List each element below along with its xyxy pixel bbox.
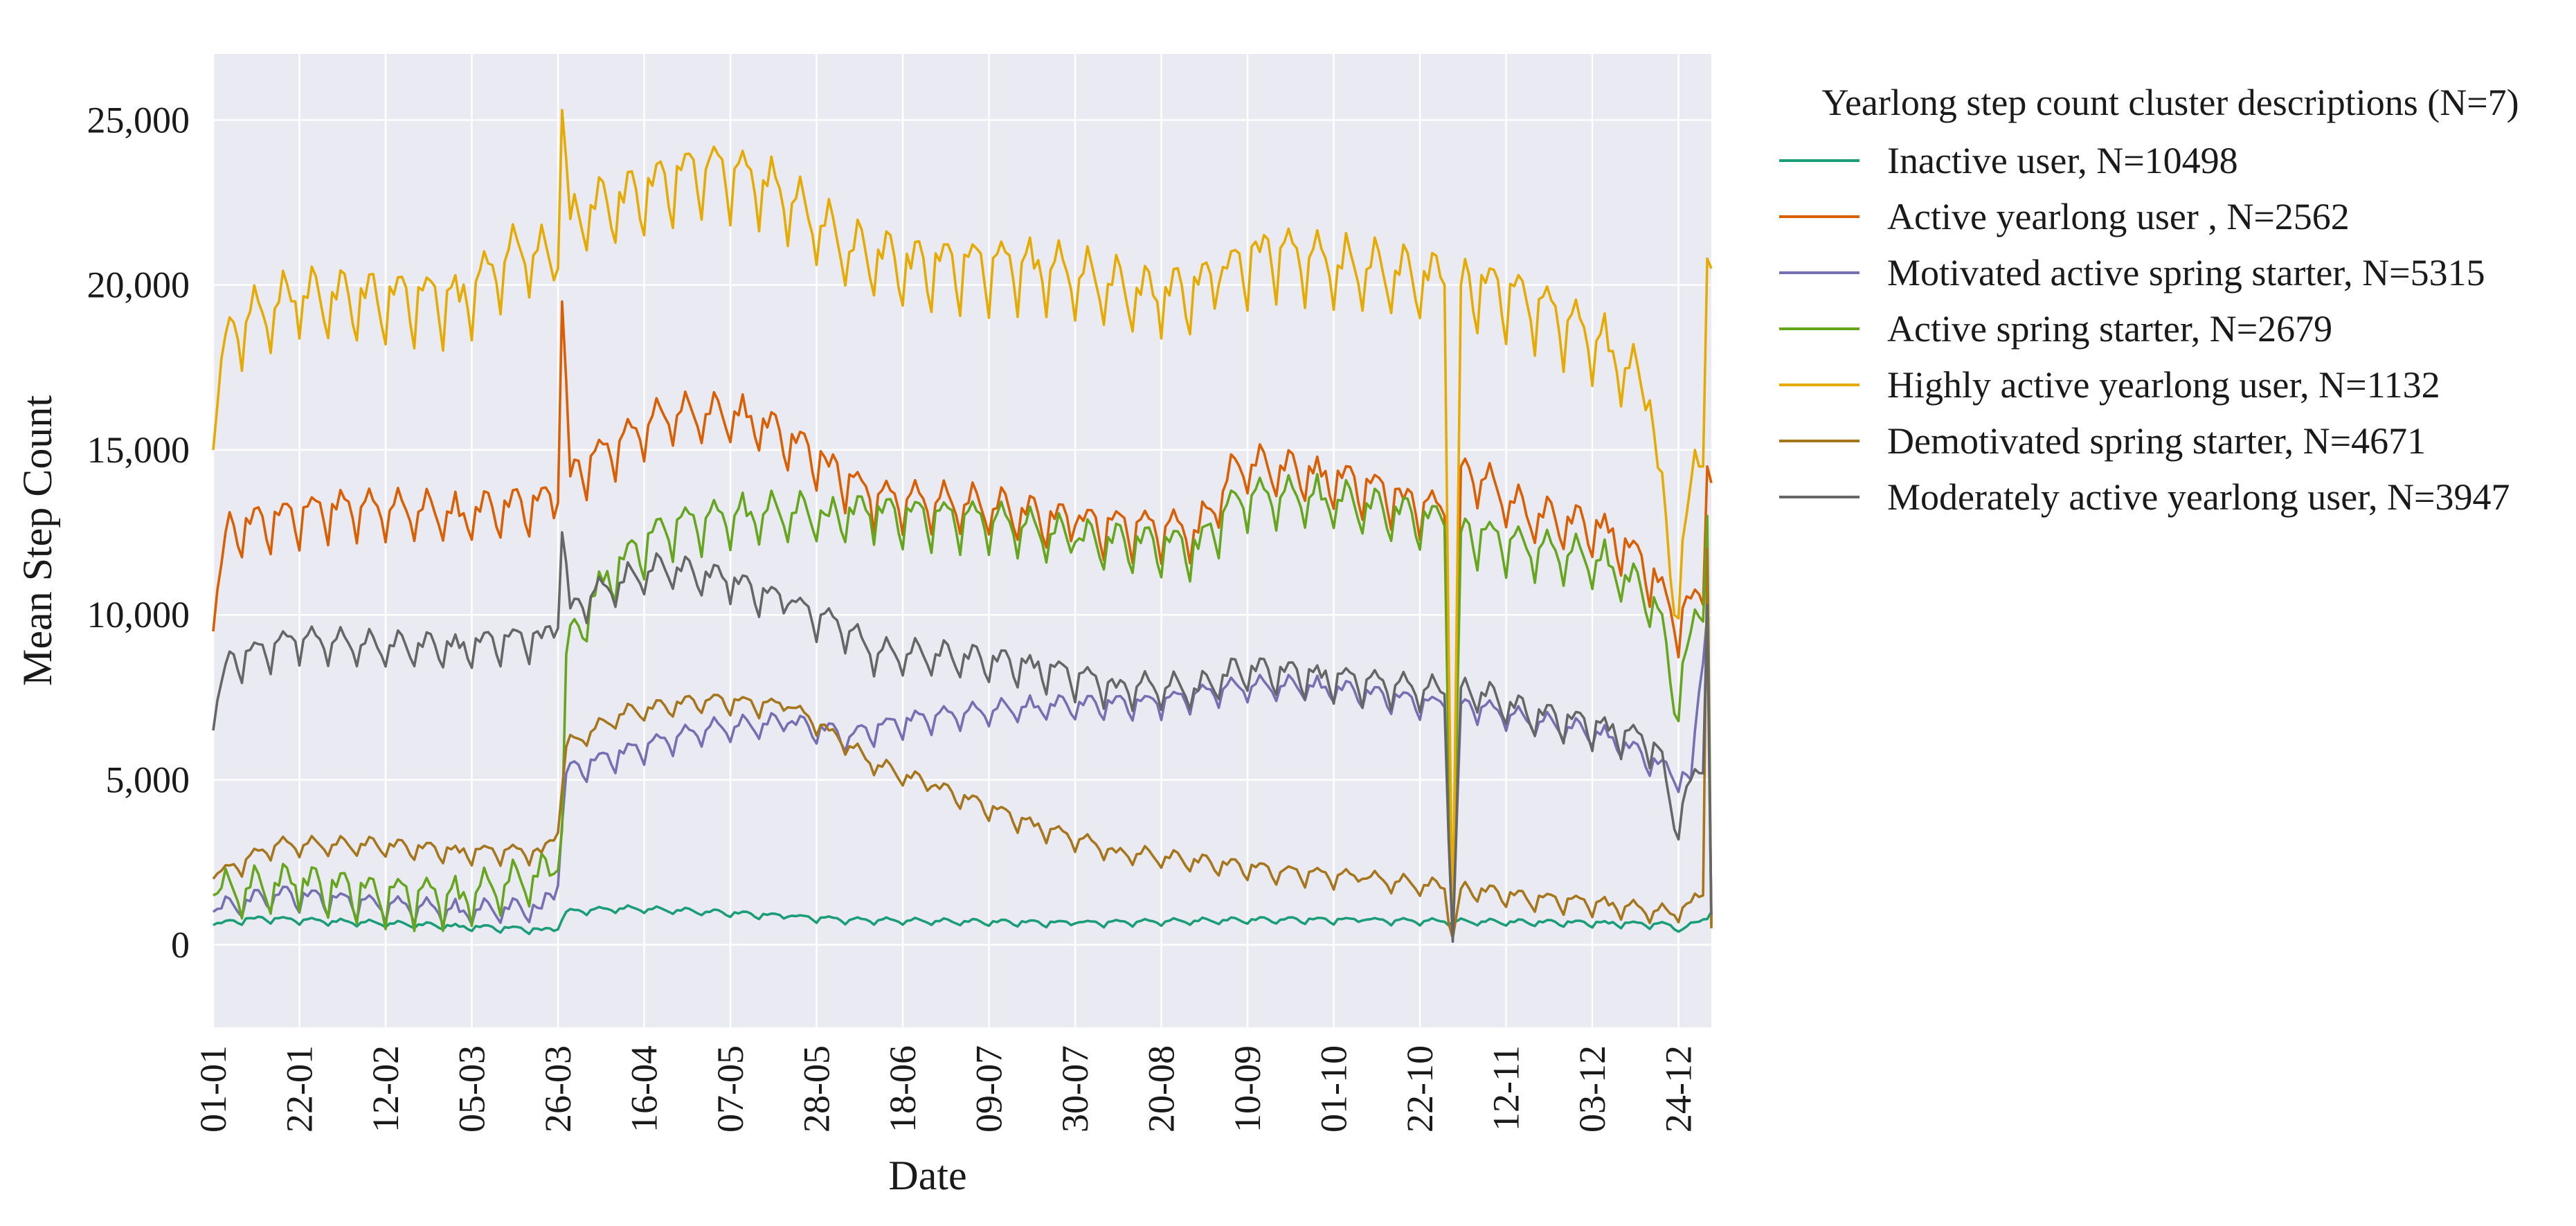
x-tick-label: 07-05: [710, 1045, 751, 1133]
legend-title: Yearlong step count cluster descriptions…: [1821, 82, 2519, 123]
y-tick-label: 5,000: [106, 759, 190, 801]
x-tick-label: 12-02: [365, 1045, 406, 1133]
x-tick-label: 28-05: [796, 1045, 838, 1133]
x-tick-label: 01-01: [192, 1045, 234, 1133]
y-tick-label: 20,000: [87, 264, 190, 306]
legend-entry-label: Moderately active yearlong user, N=3947: [1887, 476, 2510, 518]
x-tick-label: 30-07: [1054, 1045, 1096, 1133]
x-tick-label: 26-03: [537, 1045, 579, 1133]
legend-entry-label: Highly active yearlong user, N=1132: [1887, 364, 2440, 406]
y-axis-label: Mean Step Count: [15, 395, 60, 686]
y-tick-label: 15,000: [87, 429, 190, 471]
x-tick-label: 05-03: [451, 1045, 493, 1133]
series-line: [212, 300, 1713, 927]
x-tick-label: 22-10: [1399, 1045, 1441, 1133]
x-tick-label: 03-12: [1571, 1045, 1613, 1133]
legend-entry-label: Active yearlong user , N=2562: [1887, 196, 2350, 237]
y-tick-label: 10,000: [87, 594, 190, 635]
series-line: [212, 109, 1713, 937]
x-tick-label: 12-11: [1486, 1045, 1527, 1131]
x-axis-ticks: 01-01 22-01 12-02 05-03 26-03 16-04 07-05 28-05…: [192, 1045, 1700, 1133]
legend: Yearlong step count cluster descriptions…: [1779, 82, 2519, 518]
series-line: [212, 531, 1713, 943]
x-tick-label: 01-10: [1313, 1045, 1355, 1133]
y-axis-ticks: 0 5,000 10,000 15,000 20,000 25,000: [87, 99, 190, 966]
x-tick-label: 18-06: [882, 1045, 924, 1133]
x-axis-label: Date: [888, 1153, 966, 1198]
y-tick-label: 25,000: [87, 99, 190, 141]
legend-entry-label: Active spring starter, N=2679: [1887, 308, 2332, 350]
legend-entry-label: Demotivated spring starter, N=4671: [1887, 420, 2426, 462]
x-tick-label: 22-01: [279, 1045, 321, 1133]
series-line: [213, 904, 1713, 935]
x-tick-label: 24-12: [1658, 1045, 1700, 1133]
x-tick-label: 20-08: [1141, 1045, 1182, 1133]
y-tick-label: 0: [171, 924, 190, 966]
series-line: [212, 548, 1713, 940]
x-tick-label: 09-07: [969, 1045, 1010, 1133]
legend-entry-label: Inactive user, N=10498: [1887, 140, 2238, 181]
series-lines: [212, 109, 1713, 943]
series-line: [213, 473, 1713, 940]
legend-entry-label: Motivated active spring starter, N=5315: [1887, 252, 2485, 294]
x-tick-label: 10-09: [1227, 1045, 1268, 1133]
x-tick-label: 16-04: [624, 1045, 665, 1133]
